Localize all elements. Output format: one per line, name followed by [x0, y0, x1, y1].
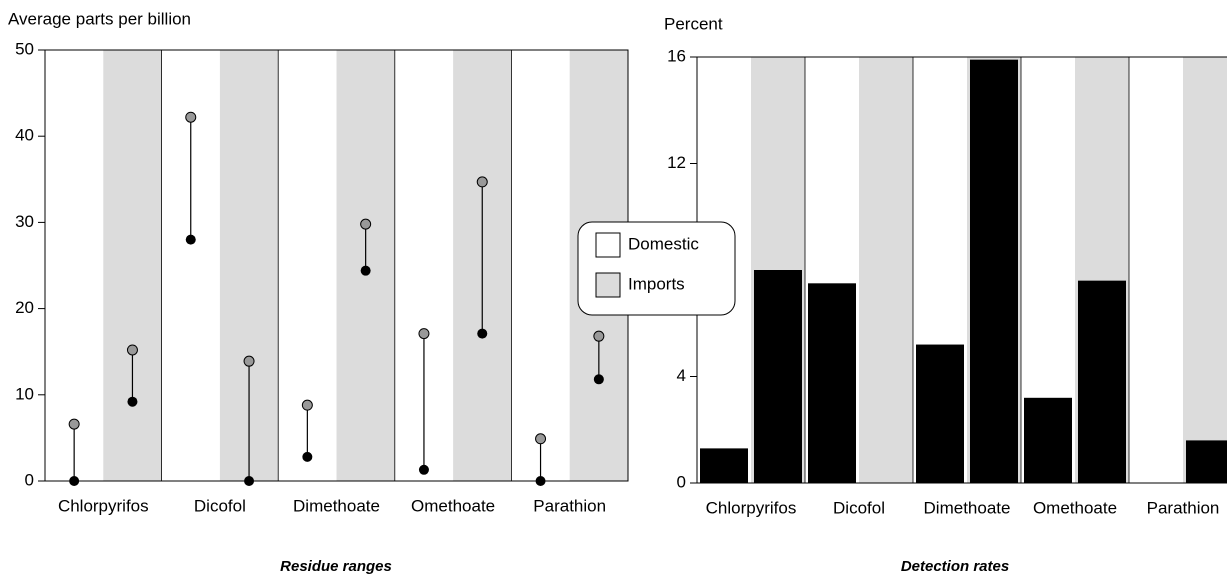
y-tick-label: 10 — [15, 384, 34, 403]
column-background — [1183, 57, 1227, 483]
bar — [808, 283, 856, 483]
bar — [1078, 280, 1126, 483]
legend-swatch — [595, 232, 621, 258]
x-tick-label: Dimethoate — [293, 496, 380, 515]
y-axis-title: Percent — [664, 14, 723, 33]
legend: Domestic Imports — [577, 221, 736, 316]
low-marker — [593, 374, 604, 385]
high-marker — [68, 418, 80, 430]
column-background — [1129, 57, 1183, 483]
legend-label: Imports — [628, 274, 685, 293]
low-marker — [477, 328, 488, 339]
low-marker — [127, 396, 138, 407]
y-tick-label: 0 — [677, 472, 686, 491]
legend-label: Domestic — [628, 234, 699, 253]
y-tick-label: 12 — [667, 153, 686, 172]
x-tick-label: Parathion — [533, 496, 606, 515]
x-tick-label: Omethoate — [411, 496, 495, 515]
column-background — [45, 50, 104, 481]
high-marker — [476, 176, 488, 188]
x-tick-label: Chlorpyrifos — [58, 496, 149, 515]
bar — [754, 270, 802, 483]
chart-subtitle: Detection rates — [901, 558, 1009, 575]
bar — [970, 59, 1018, 483]
chart-subtitle: Residue ranges — [280, 558, 392, 575]
high-marker — [360, 218, 372, 230]
y-axis-title: Average parts per billion — [8, 9, 191, 28]
x-tick-label: Dicofol — [833, 498, 885, 517]
y-tick-label: 20 — [15, 298, 34, 317]
x-tick-label: Chlorpyrifos — [706, 498, 797, 517]
high-marker — [126, 344, 138, 356]
bar — [1186, 440, 1227, 483]
x-tick-label: Parathion — [1147, 498, 1220, 517]
high-marker — [301, 399, 313, 411]
low-marker — [244, 476, 255, 486]
low-marker — [360, 265, 371, 276]
column-background — [511, 50, 570, 481]
y-tick-label: 0 — [25, 470, 34, 489]
x-tick-label: Dimethoate — [924, 498, 1011, 517]
high-marker — [185, 111, 197, 123]
y-tick-label: 30 — [15, 212, 34, 231]
bar — [700, 448, 748, 483]
column-background — [859, 57, 913, 483]
low-marker — [302, 451, 313, 462]
high-marker — [593, 330, 605, 342]
x-tick-label: Omethoate — [1033, 498, 1117, 517]
high-marker — [243, 355, 255, 367]
y-tick-label: 16 — [667, 46, 686, 65]
high-marker — [535, 433, 547, 445]
bar — [1024, 397, 1072, 483]
low-marker — [185, 234, 196, 245]
bar — [916, 344, 964, 483]
y-tick-label: 40 — [15, 126, 34, 145]
legend-swatch — [595, 272, 621, 298]
low-marker — [418, 464, 429, 475]
x-tick-label: Dicofol — [194, 496, 246, 515]
y-tick-label: 50 — [15, 39, 34, 58]
low-marker — [69, 476, 80, 486]
column-background — [103, 50, 162, 481]
low-marker — [535, 476, 546, 486]
y-tick-label: 4 — [677, 366, 686, 385]
high-marker — [418, 328, 430, 340]
